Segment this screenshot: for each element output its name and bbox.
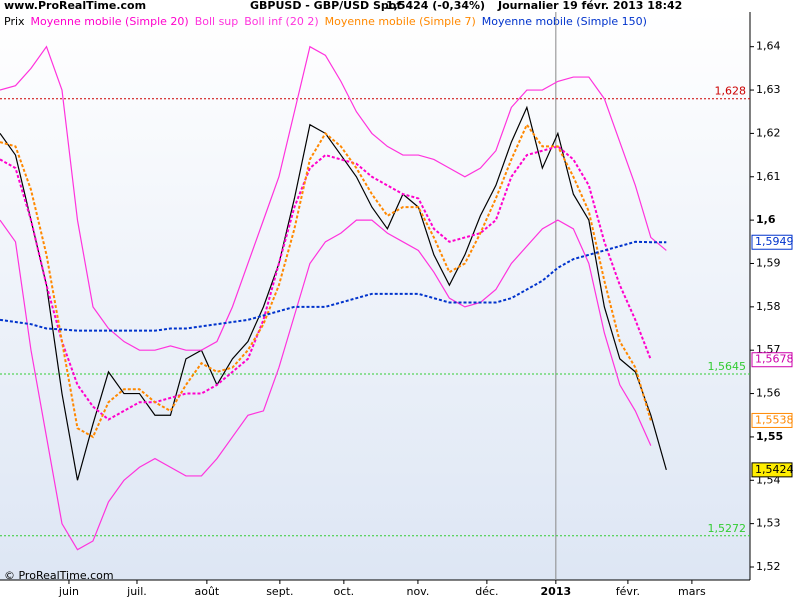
footer: © ProRealTime.com <box>4 569 114 582</box>
legend-entry: Moyenne mobile (Simple 7) <box>325 15 476 28</box>
legend-entry: Boll sup <box>195 15 239 28</box>
series-line <box>0 122 652 439</box>
y-tick-label: 1,59 <box>756 256 781 269</box>
site: www.ProRealTime.com <box>4 0 146 12</box>
y-tick-label: 1,62 <box>756 126 781 139</box>
y-tick-label: 1,63 <box>756 83 781 96</box>
series-line <box>0 145 652 421</box>
y-tick-label: 1,61 <box>756 170 781 183</box>
price-marker <box>751 412 793 428</box>
price-marker-label: 1,5949 <box>755 235 794 248</box>
x-tick-label: mars <box>678 585 706 598</box>
price-marker <box>751 234 793 250</box>
legend-entry: Boll inf (20 2) <box>244 15 318 28</box>
legend-entry: Moyenne mobile (Simple 150) <box>482 15 647 28</box>
x-tick-label: sept. <box>266 585 293 598</box>
quote: 1,5424 (-0,34%) <box>386 0 485 12</box>
instrument: GBPUSD - GBP/USD Spot <box>250 0 402 12</box>
x-tick-label: nov. <box>406 585 429 598</box>
price-marker <box>751 352 793 368</box>
price-marker-label: 1,5538 <box>755 413 794 426</box>
legend-entry: Moyenne mobile (Simple 20) <box>31 15 189 28</box>
y-tick-label: 1,6 <box>756 213 776 226</box>
y-tick-label: 1,53 <box>756 517 781 530</box>
price-marker <box>751 462 793 478</box>
x-tick-label: oct. <box>334 585 355 598</box>
y-tick-label: 1,56 <box>756 387 781 400</box>
series-line <box>0 240 667 332</box>
level-label: 1,628 <box>715 85 747 98</box>
price-marker-label: 1,5678 <box>755 353 794 366</box>
level-label: 1,5645 <box>708 360 747 373</box>
period: Journalier 19 févr. 2013 18:42 <box>497 0 682 12</box>
y-tick-label: 1,64 <box>756 40 781 53</box>
y-tick-label: 1,55 <box>756 430 783 443</box>
series-line <box>0 105 667 481</box>
legend-entry: Prix <box>4 15 25 28</box>
plot-area <box>0 12 750 580</box>
x-tick-label: juil. <box>126 585 147 598</box>
x-tick-label: déc. <box>475 585 498 598</box>
x-tick-label: août <box>194 585 219 598</box>
x-tick-label: juin <box>58 585 79 598</box>
x-tick-label: févr. <box>616 585 640 598</box>
series-line <box>0 219 652 551</box>
y-tick-label: 1,52 <box>756 560 781 573</box>
price-marker-label: 1,5424 <box>755 463 794 476</box>
x-tick-label: 2013 <box>541 585 572 598</box>
level-label: 1,5272 <box>708 522 747 535</box>
y-tick-label: 1,58 <box>756 300 781 313</box>
